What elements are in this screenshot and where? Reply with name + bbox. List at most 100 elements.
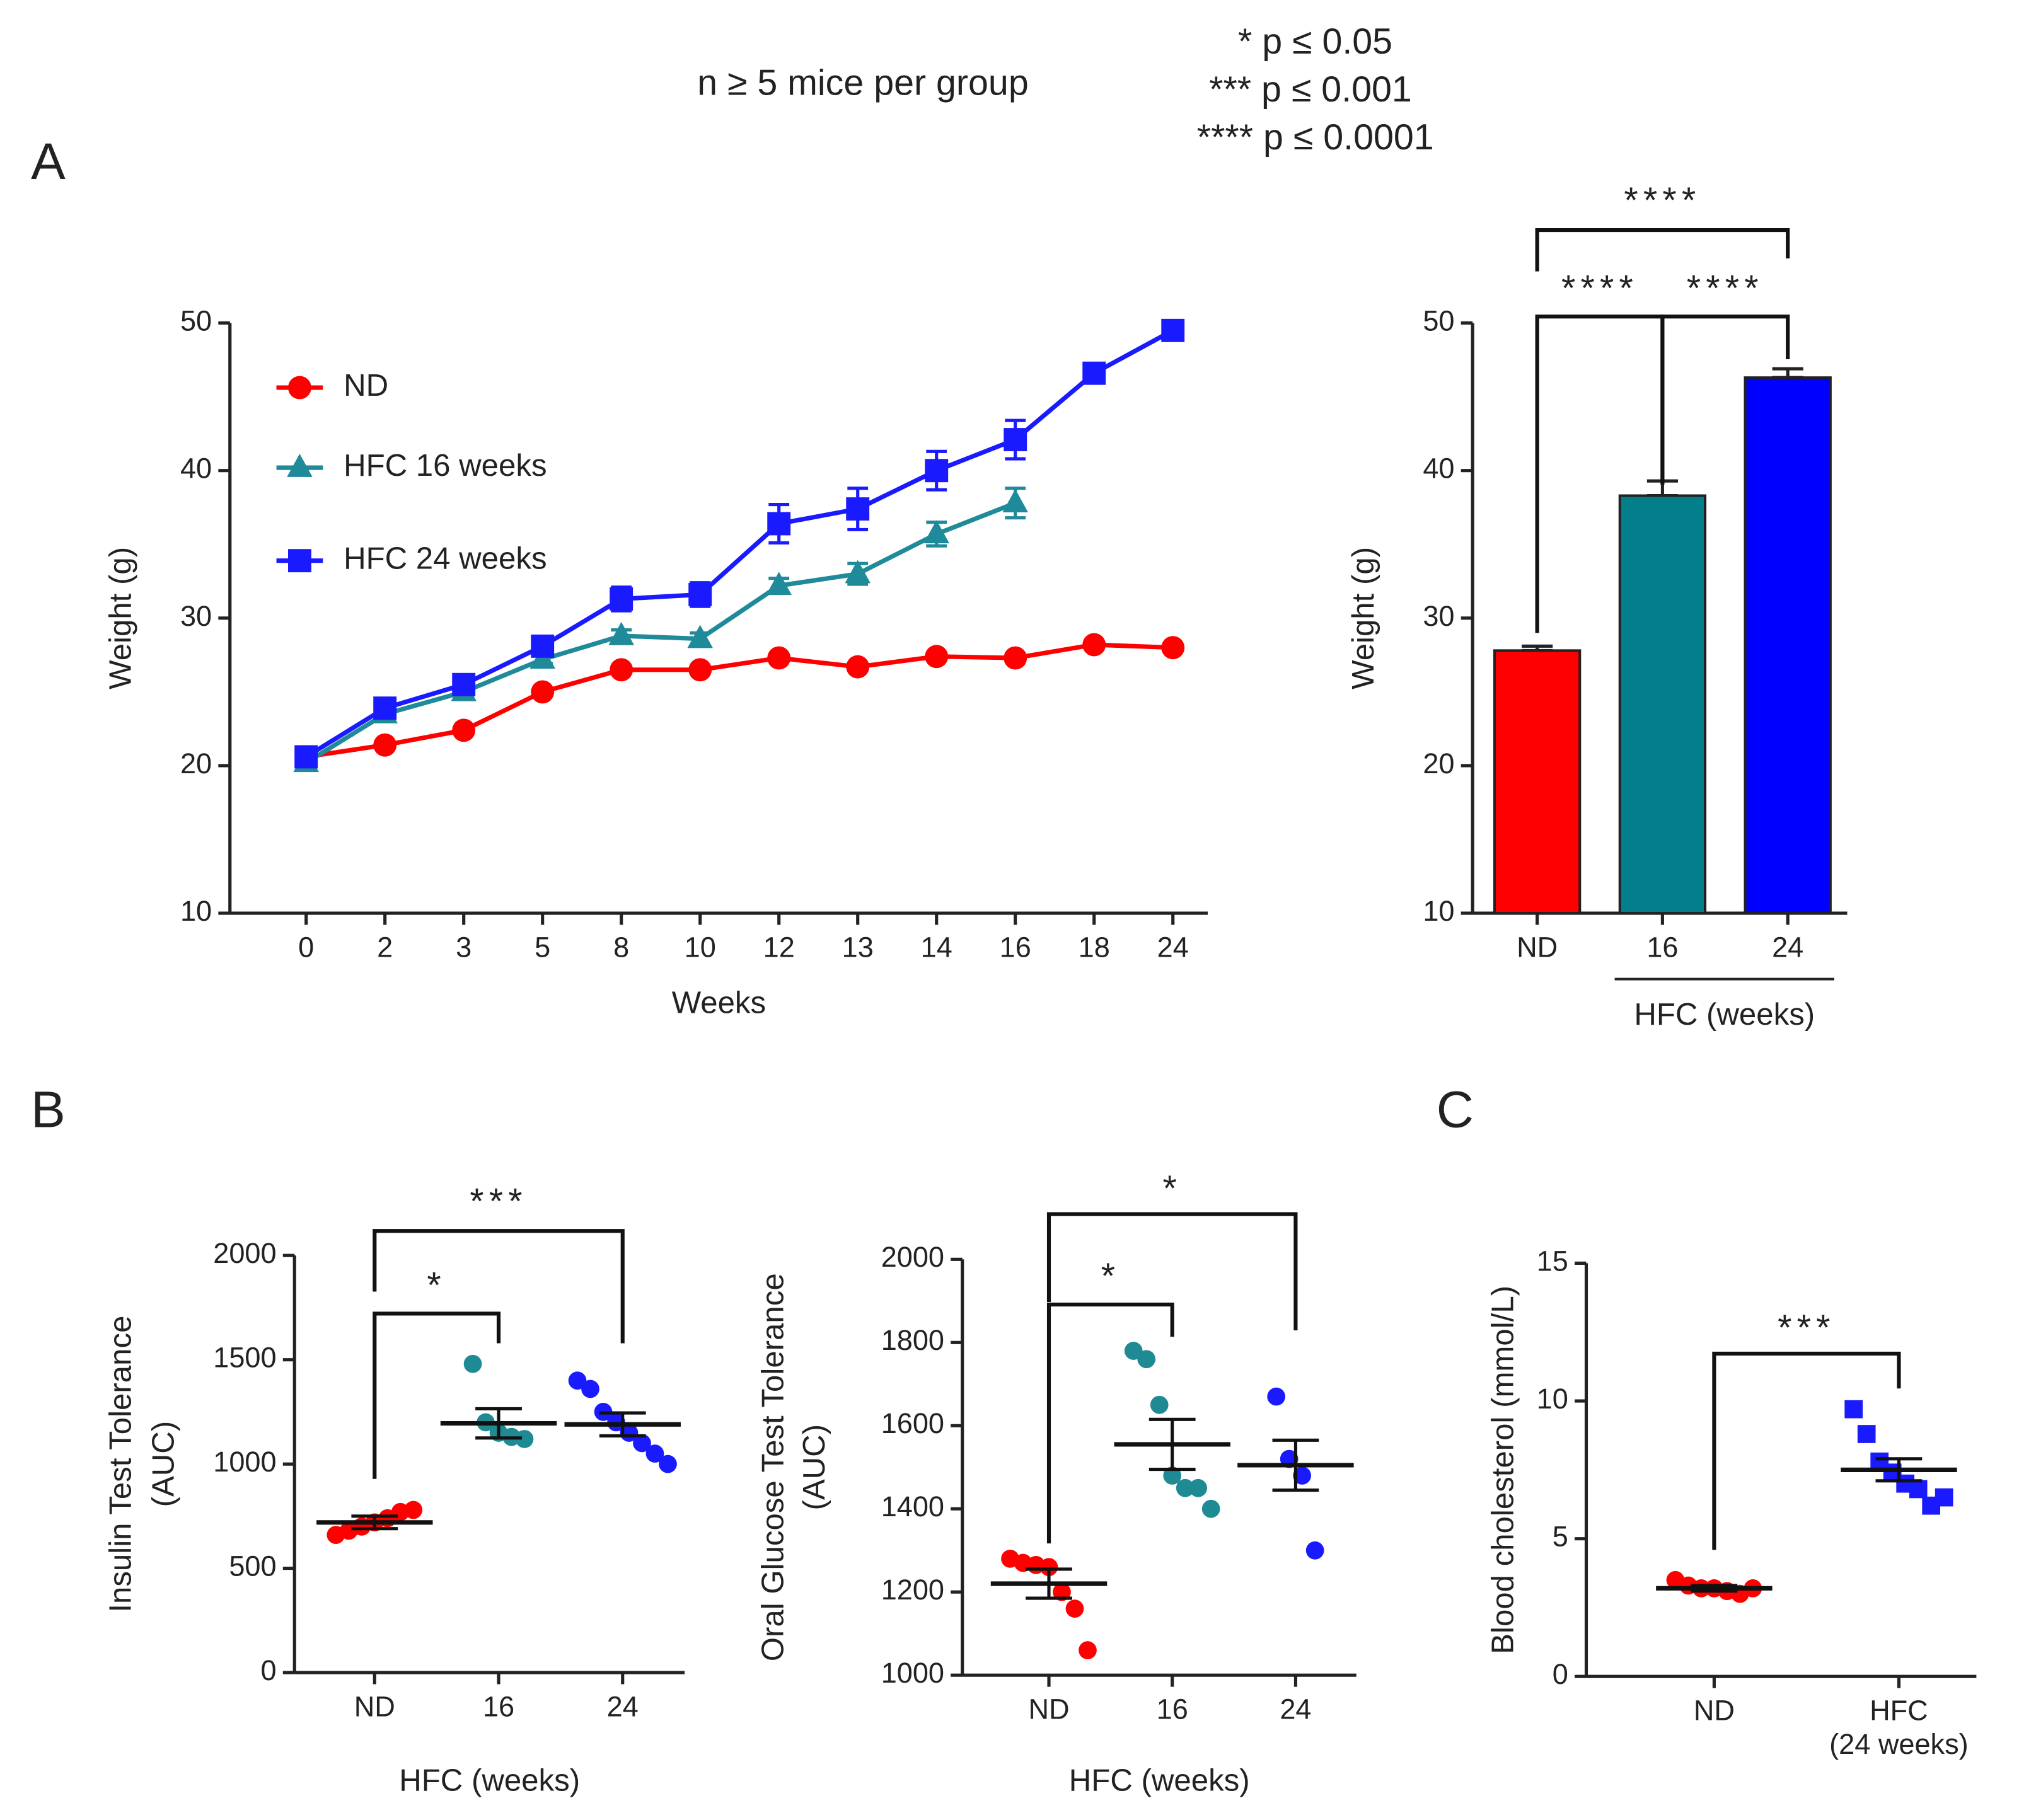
x-axis-label: HFC (weeks) bbox=[399, 1763, 580, 1797]
error-bar bbox=[475, 1407, 522, 1440]
significance-label: *** bbox=[1778, 1308, 1836, 1348]
x-tick-label: 16 bbox=[1000, 931, 1031, 963]
y-tick-label: 1400 bbox=[881, 1490, 944, 1523]
significance-bracket bbox=[373, 1229, 625, 1344]
marker bbox=[373, 733, 397, 757]
y-tick-label: 1500 bbox=[213, 1342, 276, 1374]
y-tick-label: 15 bbox=[1537, 1245, 1568, 1277]
marker bbox=[1124, 1342, 1143, 1360]
stat-legend: **** p ≤ 0.0001 bbox=[1197, 117, 1434, 158]
y-tick-label: 40 bbox=[1423, 452, 1454, 485]
bar bbox=[1493, 649, 1582, 915]
significance-label: **** bbox=[1561, 268, 1638, 309]
legend-label: HFC 16 weeks bbox=[344, 448, 547, 483]
marker bbox=[1189, 1478, 1208, 1497]
marker bbox=[767, 646, 791, 670]
marker bbox=[404, 1500, 423, 1519]
significance-label: * bbox=[1162, 1168, 1182, 1209]
x-tick-label: 24 bbox=[1280, 1693, 1311, 1725]
legend-label: HFC 24 weeks bbox=[344, 541, 547, 576]
y-tick-label: 2000 bbox=[881, 1241, 944, 1273]
y-tick-label: 500 bbox=[229, 1550, 276, 1582]
y-axis-label: Blood cholesterol (mmol/L) bbox=[1485, 1286, 1520, 1654]
y-tick-label: 5 bbox=[1553, 1521, 1568, 1553]
x-tick-label: (24 weeks) bbox=[1829, 1728, 1968, 1760]
marker bbox=[1082, 361, 1106, 385]
marker bbox=[452, 718, 476, 742]
marker bbox=[294, 745, 318, 769]
marker bbox=[1039, 1558, 1058, 1576]
y-axis-label: Oral Glucose Test Tolerance bbox=[756, 1273, 790, 1661]
marker bbox=[531, 634, 555, 658]
y-axis-label: Weight (g) bbox=[1346, 547, 1380, 689]
marker bbox=[688, 582, 712, 606]
significance-bracket bbox=[1535, 228, 1790, 272]
marker bbox=[1909, 1480, 1928, 1499]
significance-label: * bbox=[427, 1265, 446, 1306]
y-tick-label: 50 bbox=[180, 305, 212, 337]
significance-bracket bbox=[373, 1311, 501, 1479]
marker bbox=[1161, 318, 1185, 342]
marker bbox=[925, 645, 949, 669]
series-line bbox=[304, 500, 1017, 765]
y-axis-label: Insulin Test Tolerance bbox=[103, 1316, 138, 1613]
x-axis-label: HFC (weeks) bbox=[1634, 997, 1815, 1032]
marker bbox=[687, 625, 713, 648]
marker bbox=[1935, 1488, 1953, 1507]
marker bbox=[645, 1444, 664, 1463]
marker bbox=[1293, 1466, 1312, 1485]
significance-label: **** bbox=[1687, 268, 1764, 309]
marker bbox=[925, 459, 949, 483]
panel-label: B bbox=[31, 1081, 66, 1138]
significance-bracket bbox=[1712, 1351, 1901, 1550]
significance-label: * bbox=[1101, 1256, 1121, 1296]
marker bbox=[1857, 1425, 1876, 1443]
x-tick-label: 16 bbox=[1646, 931, 1678, 963]
marker bbox=[1004, 646, 1027, 670]
significance-bracket bbox=[1046, 1302, 1174, 1544]
stat-legend: *** p ≤ 0.001 bbox=[1209, 69, 1412, 110]
marker bbox=[659, 1454, 677, 1473]
y-tick-label: 20 bbox=[180, 747, 212, 780]
panel-label: A bbox=[31, 133, 66, 190]
y-tick-label: 1200 bbox=[881, 1574, 944, 1606]
x-tick-label: 24 bbox=[1772, 931, 1803, 963]
note: n ≥ 5 mice per group bbox=[697, 63, 1029, 103]
x-tick-label: 12 bbox=[763, 931, 795, 963]
marker bbox=[633, 1434, 651, 1453]
marker bbox=[452, 672, 476, 696]
x-tick-label: 8 bbox=[613, 931, 629, 963]
marker bbox=[610, 587, 633, 611]
marker bbox=[1844, 1400, 1863, 1419]
error-bar bbox=[1772, 367, 1803, 379]
marker bbox=[608, 621, 634, 645]
y-tick-label: 0 bbox=[260, 1654, 276, 1686]
y-tick-label: 1000 bbox=[881, 1657, 944, 1689]
marker bbox=[1082, 633, 1106, 657]
marker bbox=[1163, 1466, 1182, 1485]
y-axis-label: Weight (g) bbox=[103, 547, 138, 689]
y-tick-label: 0 bbox=[1553, 1658, 1568, 1690]
marker bbox=[463, 1354, 482, 1373]
error-bar bbox=[1875, 1457, 1923, 1483]
y-tick-label: 1000 bbox=[213, 1446, 276, 1478]
marker bbox=[846, 655, 870, 679]
marker bbox=[923, 520, 950, 544]
x-tick-label: ND bbox=[1028, 1693, 1069, 1725]
series-line bbox=[306, 642, 1173, 759]
y-tick-label: 1600 bbox=[881, 1407, 944, 1439]
marker bbox=[1161, 636, 1185, 660]
significance-bracket bbox=[1046, 1212, 1298, 1331]
y-tick-label: 30 bbox=[180, 600, 212, 632]
x-tick-label: 3 bbox=[456, 931, 471, 963]
marker bbox=[515, 1430, 534, 1448]
x-tick-label: 5 bbox=[535, 931, 550, 963]
y-tick-label: 40 bbox=[180, 452, 212, 485]
x-tick-label: 13 bbox=[842, 931, 874, 963]
significance-bracket bbox=[1660, 314, 1790, 485]
series-line bbox=[304, 328, 1174, 759]
x-tick-label: ND bbox=[1517, 931, 1558, 963]
marker bbox=[1004, 428, 1027, 452]
y-tick-label: 10 bbox=[180, 895, 212, 927]
x-tick-label: 10 bbox=[685, 931, 716, 963]
